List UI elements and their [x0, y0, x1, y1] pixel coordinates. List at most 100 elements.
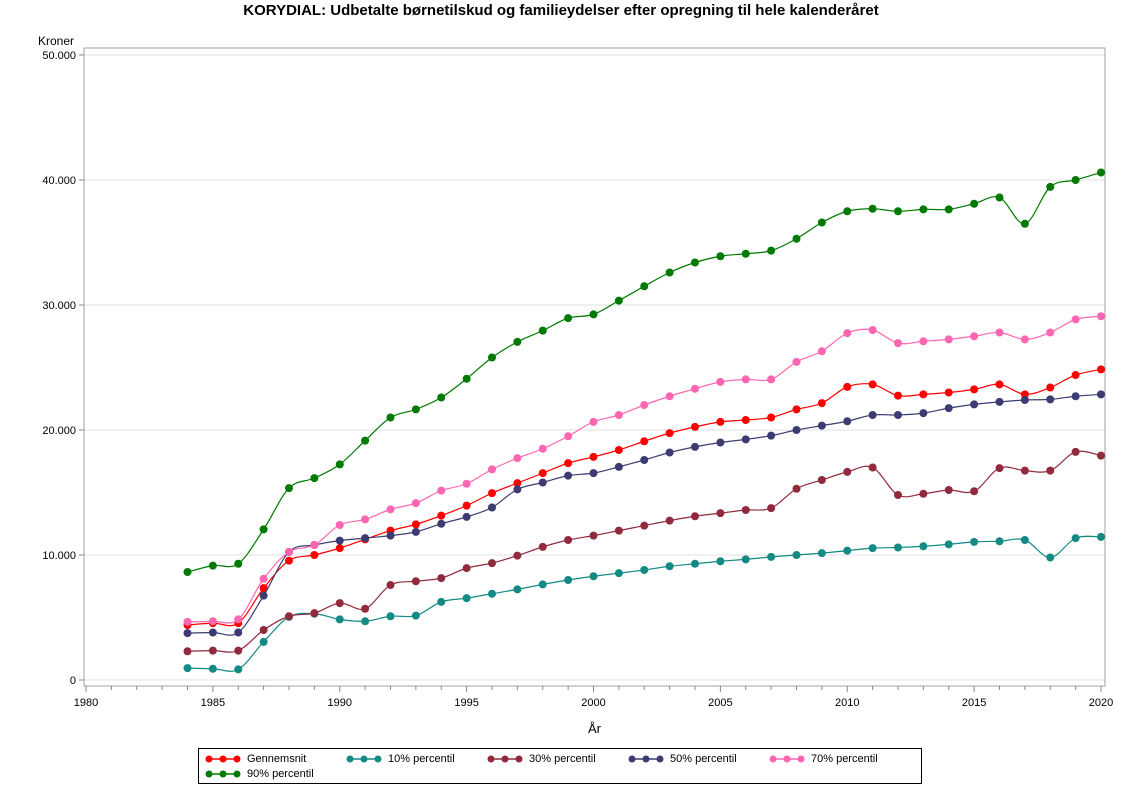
data-point [614, 446, 623, 454]
data-point [868, 411, 877, 419]
x-tick-label: 2015 [962, 697, 986, 709]
data-point [183, 664, 192, 673]
data-point [564, 536, 573, 544]
data-point [183, 629, 192, 638]
data-point [894, 339, 902, 348]
data-point [386, 413, 395, 422]
data-point [437, 393, 446, 402]
data-point [1071, 392, 1080, 401]
data-point [259, 591, 268, 600]
data-point [361, 436, 370, 445]
data-point [792, 357, 801, 366]
data-point [1020, 335, 1029, 344]
y-tick-label: 0 [70, 675, 76, 687]
data-point [462, 374, 471, 383]
data-point [843, 329, 852, 338]
data-point [817, 347, 826, 356]
data-point [767, 504, 776, 513]
data-point [208, 561, 217, 570]
data-point [995, 397, 1004, 406]
data-point [640, 437, 649, 446]
data-point [995, 328, 1004, 337]
x-tick-label: 2005 [708, 697, 732, 709]
y-tick-label: 50.000 [42, 50, 76, 62]
data-point [335, 536, 344, 545]
data-point [970, 332, 979, 341]
data-point [183, 568, 192, 576]
data-point [614, 462, 623, 471]
data-point [462, 594, 471, 603]
data-point [843, 467, 852, 476]
data-point [488, 559, 496, 568]
data-point [259, 525, 268, 534]
x-tick-label: 2020 [1089, 697, 1113, 709]
series-line-3 [187, 393, 1102, 636]
data-point [538, 580, 547, 589]
legend-label: 30% percentil [529, 752, 596, 765]
y-tick-label: 40.000 [42, 175, 76, 187]
data-point [589, 572, 598, 581]
data-point [716, 509, 725, 518]
x-axis-label: År [588, 721, 602, 736]
data-point [513, 337, 522, 346]
data-point [513, 585, 522, 594]
data-point [538, 469, 547, 478]
data-point [894, 491, 902, 499]
data-point [894, 411, 902, 419]
data-point [462, 512, 471, 521]
legend-label: 90% percentil [247, 768, 314, 780]
data-point [894, 391, 902, 400]
data-point [995, 464, 1004, 473]
data-point [894, 543, 902, 552]
data-point [640, 521, 649, 530]
data-point [944, 205, 953, 214]
data-point [741, 435, 750, 444]
legend-marker [346, 755, 382, 762]
data-point [285, 547, 293, 556]
data-point [411, 520, 420, 529]
legend-item: Gennemsnit [205, 751, 346, 766]
data-point [208, 664, 217, 673]
data-point [1046, 553, 1055, 562]
data-point [792, 405, 801, 414]
legend-item: 90% percentil [205, 767, 346, 782]
data-point [767, 552, 776, 561]
data-point [868, 380, 877, 389]
data-point [437, 486, 446, 495]
data-point [564, 576, 573, 584]
data-point [437, 511, 446, 520]
series-line-1 [187, 535, 1102, 672]
data-point [665, 516, 674, 525]
data-point [944, 388, 953, 397]
data-point [868, 544, 877, 553]
data-point [335, 599, 344, 608]
data-point [1097, 451, 1105, 460]
data-point [868, 326, 877, 334]
x-tick-label: 1995 [454, 697, 478, 709]
data-point [741, 555, 750, 564]
data-point [310, 541, 319, 549]
data-point [513, 551, 522, 560]
data-point [716, 417, 725, 426]
data-point [1046, 466, 1055, 475]
legend-marker [628, 755, 664, 762]
y-tick-label: 10.000 [42, 550, 76, 562]
data-point [1046, 383, 1055, 392]
data-point [741, 506, 750, 514]
y-tick-label: 30.000 [42, 300, 76, 312]
data-point [640, 566, 649, 574]
data-point [335, 544, 344, 553]
data-point [614, 296, 623, 305]
data-point [640, 282, 649, 291]
legend-marker [487, 755, 523, 762]
data-point [538, 444, 547, 453]
data-point [944, 335, 953, 344]
data-point [767, 246, 776, 255]
data-point [1097, 365, 1105, 374]
legend-marker [205, 770, 241, 778]
data-point [1097, 168, 1105, 177]
data-point [817, 421, 826, 430]
data-point [741, 375, 750, 384]
data-point [310, 609, 319, 618]
data-point [767, 413, 776, 422]
